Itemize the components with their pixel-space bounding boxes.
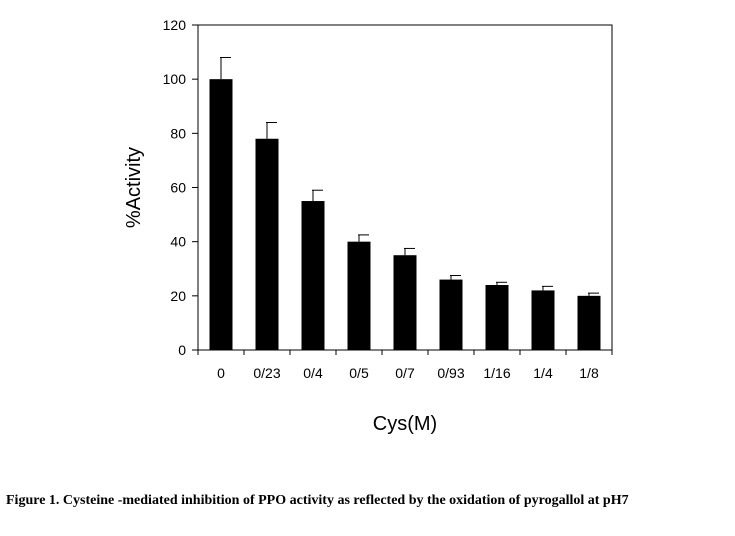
y-tick-label: 40 [170, 234, 186, 250]
bar [347, 241, 371, 350]
x-tick-label: 0/4 [303, 365, 323, 381]
y-tick-label: 80 [170, 125, 186, 141]
x-tick-label: 0/23 [253, 365, 280, 381]
x-axis-ticks: 0 0/23 0/4 0/5 0/7 0/93 1/16 1/4 1/8 [197, 350, 613, 381]
x-tick-label: 1/16 [483, 365, 510, 381]
bar [255, 138, 279, 350]
bar [209, 79, 233, 351]
x-tick-label: 1/4 [533, 365, 553, 381]
plot-frame [197, 24, 613, 351]
bar [301, 201, 325, 350]
y-tick-label: 0 [178, 342, 186, 358]
bar-chart: 0 20 40 60 80 100 120 0 0/23 0/4 0/5 0/7 0/93 1/16 1/… [123, 17, 613, 435]
x-axis-title: Cys(M) [373, 413, 437, 435]
bar [531, 290, 555, 350]
y-tick-label: 100 [163, 71, 187, 87]
bar [439, 279, 463, 350]
x-tick-label: 0/5 [349, 365, 369, 381]
bar [485, 285, 509, 350]
error-bars-group [220, 57, 599, 296]
bar [577, 295, 601, 350]
figure-caption: Figure 1. Cysteine -mediated inhibition … [6, 493, 629, 508]
x-tick-label: 0/93 [437, 365, 464, 381]
y-axis-ticks: 0 20 40 60 80 100 120 [163, 17, 198, 358]
bar [393, 255, 417, 350]
y-tick-label: 60 [170, 180, 186, 196]
y-axis-title: %Activity [123, 147, 145, 228]
x-tick-label: 1/8 [579, 365, 599, 381]
bars-group [209, 79, 601, 351]
x-tick-label: 0 [217, 365, 225, 381]
y-tick-label: 120 [163, 17, 187, 33]
x-tick-label: 0/7 [395, 365, 415, 381]
y-tick-label: 20 [170, 288, 186, 304]
